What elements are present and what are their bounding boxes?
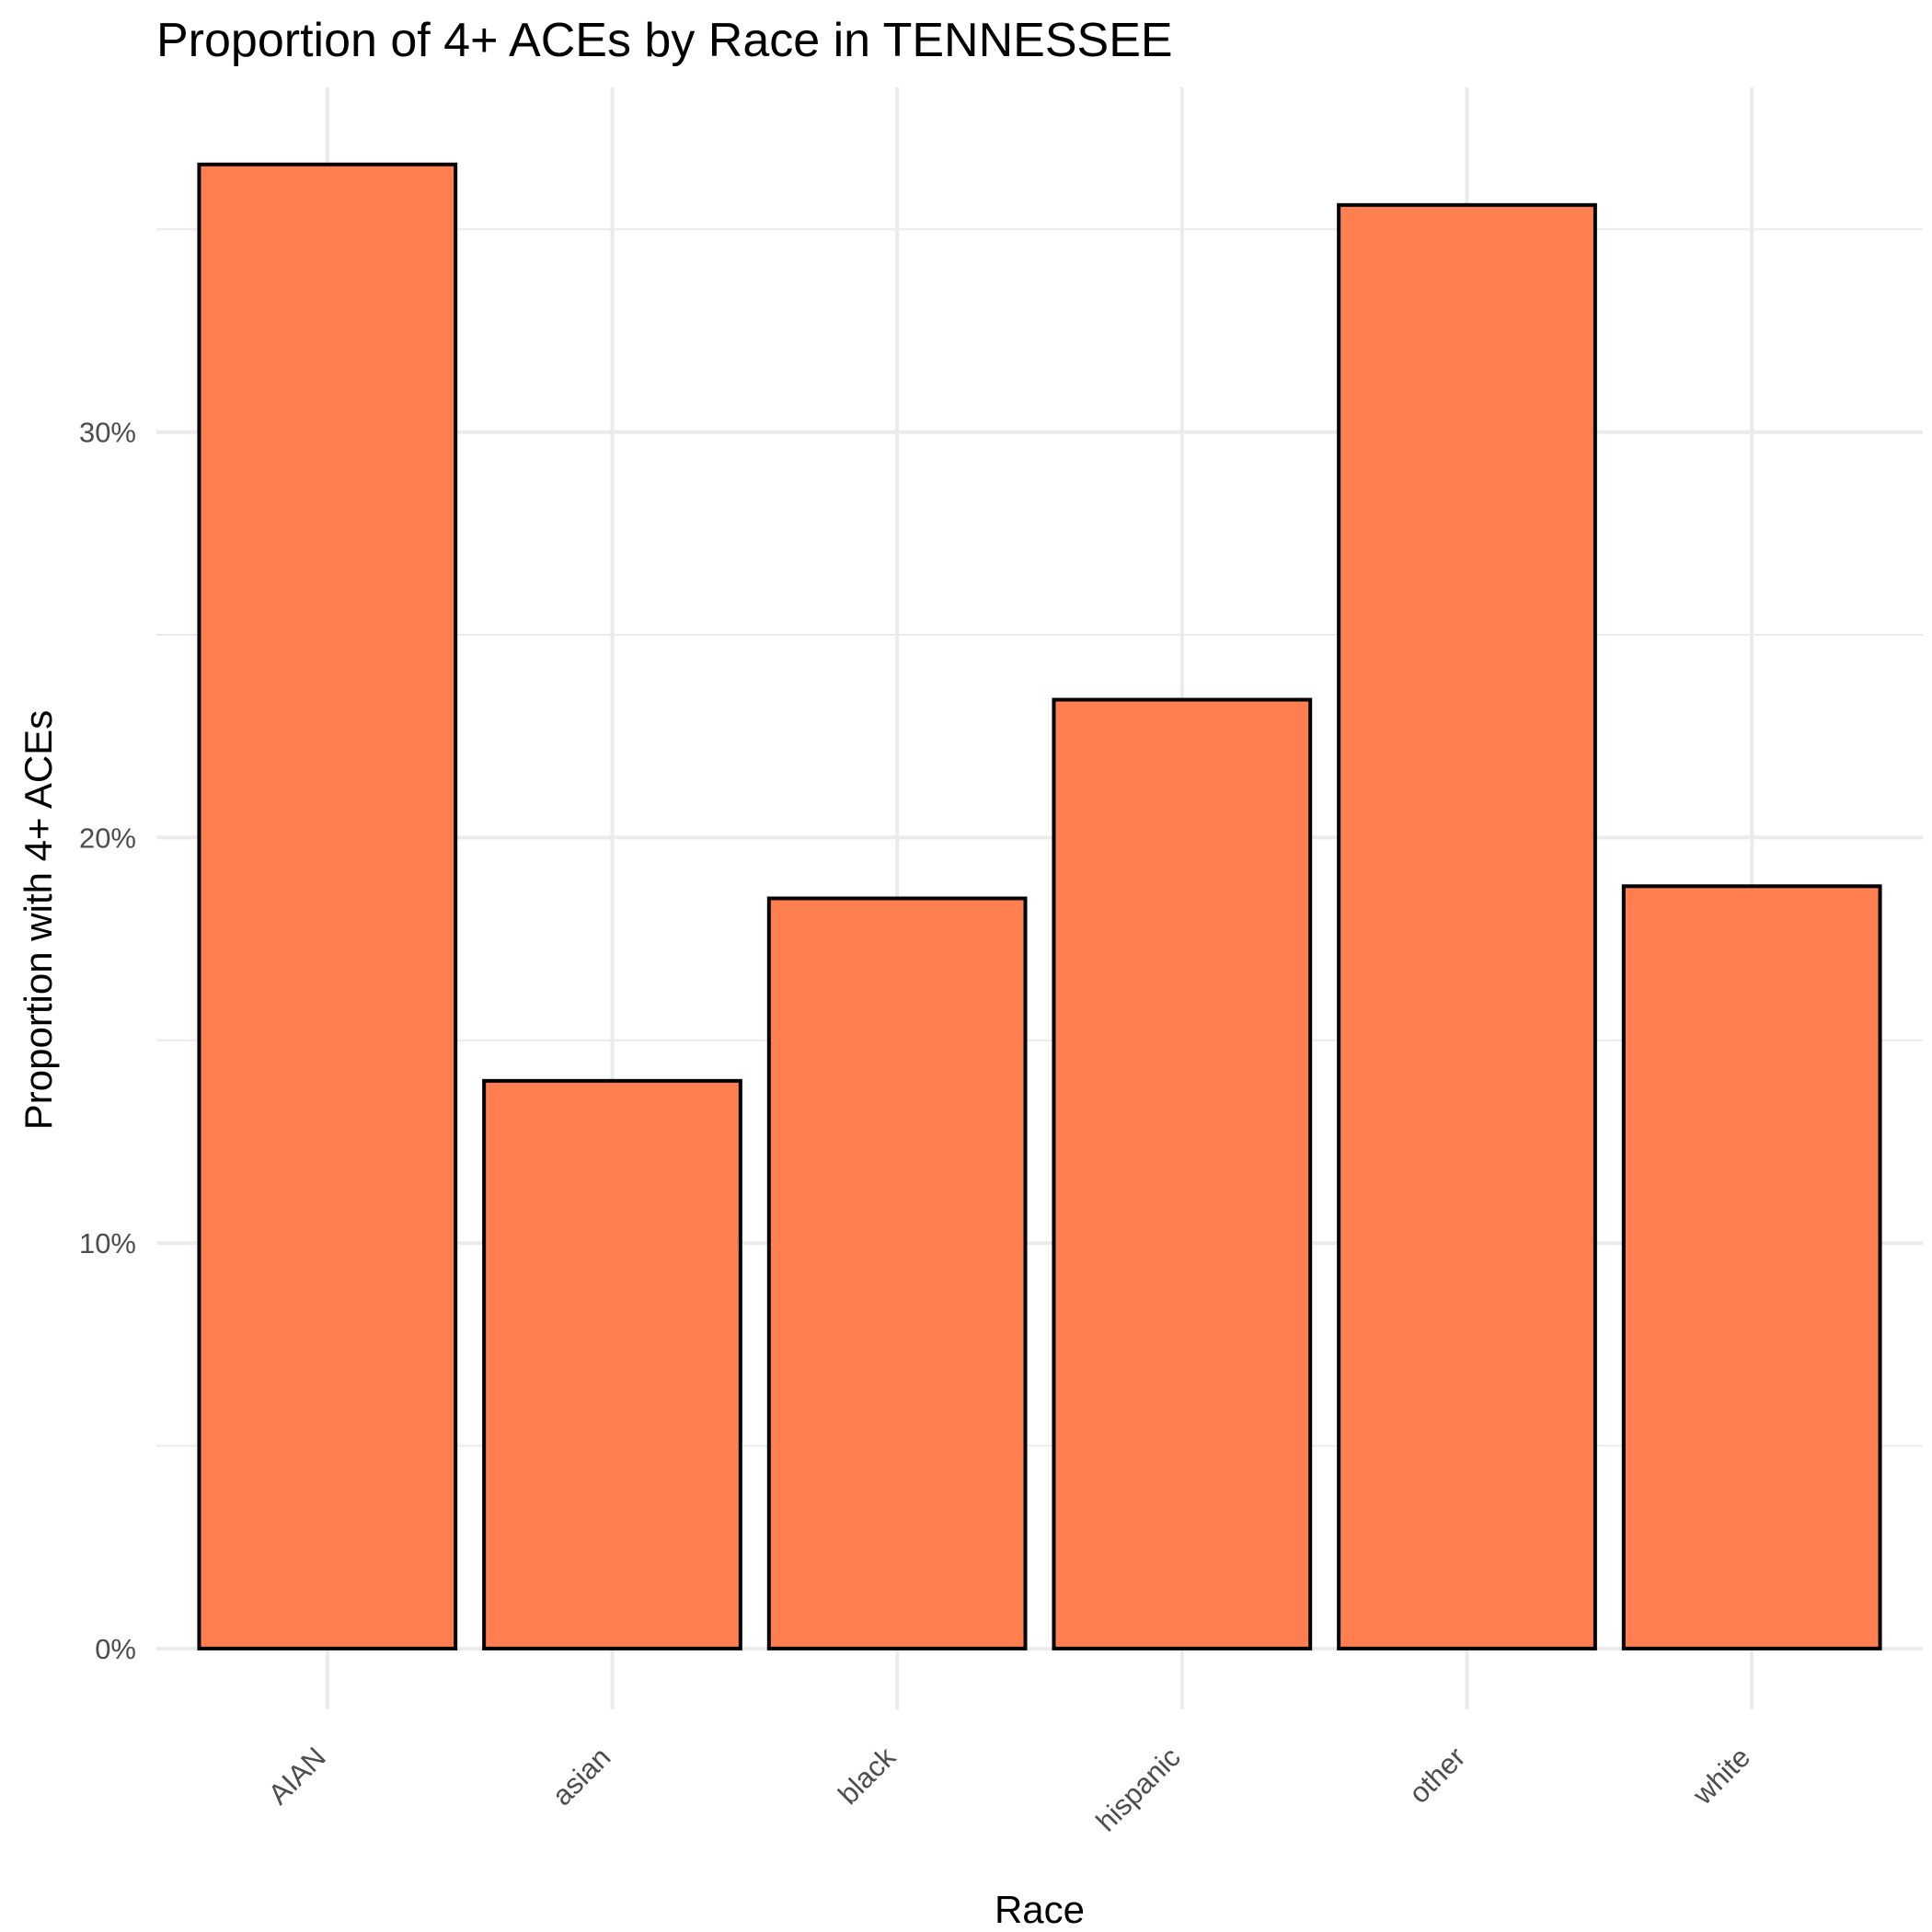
x-tick-label: black (832, 1741, 902, 1811)
y-tick-label: 30% (79, 417, 136, 449)
x-axis-title: Race (994, 1888, 1086, 1931)
y-tick-label: 20% (79, 822, 136, 854)
bar-white (1621, 884, 1882, 1650)
x-tick-labels: AIAN asian black hispanic other white (262, 1741, 1756, 1838)
bar-other (1337, 202, 1597, 1650)
bars (197, 162, 1882, 1650)
x-tick-label: hispanic (1090, 1741, 1187, 1837)
y-tick-label: 10% (79, 1227, 136, 1259)
y-axis-title: Proportion with 4+ ACEs (17, 709, 60, 1131)
bar-asian (482, 1078, 742, 1650)
bar-hispanic (1052, 697, 1313, 1650)
chart-title: Proportion of 4+ ACEs by Race in TENNESS… (156, 14, 1173, 67)
bar-black (766, 896, 1028, 1650)
x-tick-label: AIAN (262, 1741, 332, 1811)
x-tick-label: white (1686, 1741, 1757, 1811)
x-tick-label: asian (546, 1741, 616, 1811)
y-tick-label: 0% (95, 1633, 136, 1665)
bar-AIAN (197, 162, 458, 1650)
y-tick-labels: 0% 10% 20% 30% (79, 417, 136, 1665)
x-tick-label: other (1403, 1741, 1472, 1810)
